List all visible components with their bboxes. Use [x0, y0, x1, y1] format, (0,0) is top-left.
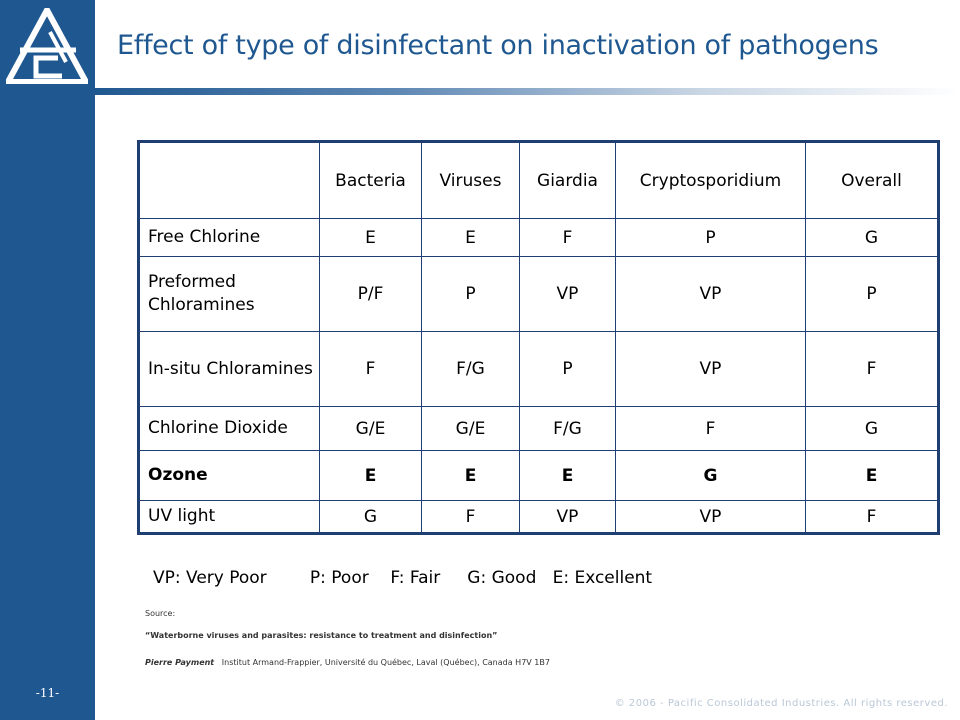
page-title: Effect of type of disinfectant on inacti… [117, 30, 879, 61]
table-cell: F [805, 331, 939, 407]
table-row: Preformed Chloramines P/F P VP VP P [138, 256, 939, 332]
table-cell: P [421, 256, 520, 332]
header-cell: Overall [805, 141, 939, 219]
table-cell: G [319, 500, 422, 534]
row-label: UV light [138, 500, 320, 534]
header-cell: Cryptosporidium [615, 141, 806, 219]
table-cell: VP [519, 256, 616, 332]
table-row: Chlorine Dioxide G/E G/E F/G F G [138, 406, 939, 451]
header-cell [138, 141, 320, 219]
row-label: Preformed Chloramines [138, 256, 320, 332]
table-cell: E [421, 450, 520, 501]
table-cell: F [319, 331, 422, 407]
table-cell: E [519, 450, 616, 501]
table-cell: F/G [519, 406, 616, 451]
source-affiliation: Institut Armand-Frappier, Université du … [221, 658, 550, 667]
table-cell: P [519, 331, 616, 407]
table-cell: F [615, 406, 806, 451]
row-label: Ozone [138, 450, 320, 501]
table-cell: P [805, 256, 939, 332]
table-row: In-situ Chloramines F F/G P VP F [138, 331, 939, 407]
table-row: UV light G F VP VP F [138, 500, 939, 534]
company-logo [6, 8, 88, 84]
table-cell: E [805, 450, 939, 501]
table-cell: F [519, 218, 616, 257]
table-row: Free Chlorine E E F P G [138, 218, 939, 257]
row-label: Chlorine Dioxide [138, 406, 320, 451]
table-cell: VP [615, 256, 806, 332]
table-cell: F [805, 500, 939, 534]
table-cell: VP [519, 500, 616, 534]
title-underline [95, 88, 960, 95]
header-cell: Bacteria [319, 141, 422, 219]
row-label: Free Chlorine [138, 218, 320, 257]
rating-legend: VP: Very Poor P: Poor F: Fair G: Good E:… [153, 568, 653, 588]
row-label: In-situ Chloramines [138, 331, 320, 407]
table-cell: E [319, 450, 422, 501]
header-cell: Giardia [519, 141, 616, 219]
table-cell: P/F [319, 256, 422, 332]
table-cell: G [615, 450, 806, 501]
table-cell: G [805, 406, 939, 451]
table-cell: G [805, 218, 939, 257]
table-cell: G/E [421, 406, 520, 451]
source-author: Pierre Payment [145, 658, 215, 667]
source-label: Source: [145, 609, 176, 618]
table-cell: G/E [319, 406, 422, 451]
source-citation: Pierre Payment Institut Armand-Frappier,… [145, 658, 550, 667]
header-cell: Viruses [421, 141, 520, 219]
sidebar: -11- [0, 0, 95, 720]
table-cell: E [319, 218, 422, 257]
table-cell: E [421, 218, 520, 257]
table-header-row: Bacteria Viruses Giardia Cryptosporidium… [138, 141, 939, 219]
table-cell: F/G [421, 331, 520, 407]
table-cell: P [615, 218, 806, 257]
table-row: Ozone E E E G E [138, 450, 939, 501]
table-cell: VP [615, 331, 806, 407]
disinfectant-table: Bacteria Viruses Giardia Cryptosporidium… [137, 140, 940, 535]
source-title: “Waterborne viruses and parasites: resis… [145, 631, 498, 640]
copyright-notice: © 2006 - Pacific Consolidated Industries… [614, 698, 948, 709]
table-cell: VP [615, 500, 806, 534]
table-cell: F [421, 500, 520, 534]
page-number: -11- [35, 686, 60, 700]
